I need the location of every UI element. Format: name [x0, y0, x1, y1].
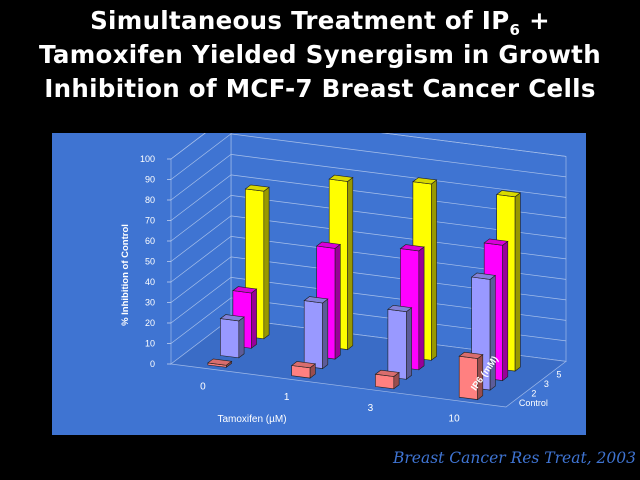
- bar-top: [495, 190, 522, 198]
- bar-control-3: [374, 369, 400, 390]
- bar-top: [244, 184, 270, 192]
- citation: Breast Cancer Res Treat, 2003: [392, 449, 636, 467]
- bar-top: [412, 177, 438, 185]
- z-tick-label: 5: [556, 369, 561, 379]
- bar-top: [458, 351, 484, 359]
- bar-top: [315, 241, 342, 249]
- z-tick-label: 2: [531, 388, 536, 398]
- bar-front: [303, 300, 323, 369]
- bar-top: [374, 369, 400, 377]
- z-tick-label: Control: [519, 398, 548, 408]
- slide-title: Simultaneous Treatment of IP6 + Tamoxife…: [0, 4, 640, 106]
- y-tick-label: 80: [145, 195, 155, 205]
- bar-side: [347, 176, 354, 351]
- bar-control-0: [207, 358, 233, 368]
- y-tick-label: 50: [145, 257, 155, 267]
- x-tick-label: 0: [200, 381, 206, 392]
- bar-top: [328, 174, 354, 182]
- bar-top: [219, 314, 245, 322]
- y-tick-label: 0: [150, 359, 155, 369]
- y-tick-label: 10: [145, 339, 155, 349]
- gridline: [170, 297, 567, 344]
- bar-top: [399, 244, 425, 252]
- bar-top: [470, 272, 497, 280]
- y-tick-label: 20: [145, 318, 155, 328]
- bar-side: [502, 240, 509, 382]
- bar-side: [405, 307, 412, 380]
- gridline: [170, 174, 567, 221]
- x-tick-label: 3: [368, 403, 374, 414]
- bar-side: [238, 316, 245, 359]
- gridline: [170, 256, 567, 303]
- bar-side: [430, 179, 437, 361]
- y-axis-title: % Inhibition of Control: [120, 224, 131, 326]
- x-axis-title: Tamoxifen (µM): [217, 414, 286, 425]
- bar-side: [514, 192, 521, 372]
- y-tick-label: 100: [140, 154, 155, 164]
- gridline: [170, 133, 567, 160]
- bar-side: [322, 298, 329, 370]
- z-tick-label: 3: [544, 379, 549, 389]
- y-tick-label: 90: [145, 175, 155, 185]
- bar-top: [207, 358, 233, 366]
- y-tick-label: 70: [145, 216, 155, 226]
- bar-side: [263, 186, 270, 340]
- gridline: [170, 195, 567, 242]
- bar-side: [251, 288, 257, 349]
- chart-panel: 0 10 20 30 40 50 60 70 80 90 100 0 1 3 10 Control 2 3 5 Tam…: [52, 133, 586, 435]
- bar-side: [334, 243, 341, 360]
- title-line-1: Simultaneous Treatment of IP6 +: [90, 6, 550, 39]
- bar-control-10: [458, 351, 484, 401]
- bar-chart-3d: 010203040506070809010001310Control235Tam…: [120, 133, 567, 425]
- title-line-2: Tamoxifen Yielded Synergism in Growth: [39, 40, 601, 69]
- bar-top: [387, 304, 413, 313]
- gridline: [170, 215, 567, 262]
- bar-side: [418, 246, 425, 371]
- y-tick-label: 30: [145, 298, 155, 308]
- x-tick-label: 1: [284, 392, 290, 403]
- bar-2-0: [219, 314, 245, 359]
- x-tick-label: 10: [449, 414, 461, 425]
- bar-2-3: [387, 304, 413, 380]
- gridline: [170, 133, 567, 180]
- title-line-3: Inhibition of MCF-7 Breast Cancer Cells: [44, 74, 596, 103]
- bar-2-1: [303, 296, 329, 370]
- bar-top: [303, 296, 329, 304]
- y-tick-label: 40: [145, 277, 155, 287]
- gridline: [170, 236, 567, 283]
- y-tick-label: 60: [145, 236, 155, 246]
- bar-control-1: [290, 361, 317, 379]
- bar-front: [387, 308, 407, 380]
- bar-top: [290, 361, 317, 369]
- gridline: [170, 154, 567, 201]
- bar-front: [220, 318, 240, 359]
- gridline: [170, 277, 567, 324]
- bar-top: [483, 238, 509, 246]
- bar-top: [232, 286, 258, 294]
